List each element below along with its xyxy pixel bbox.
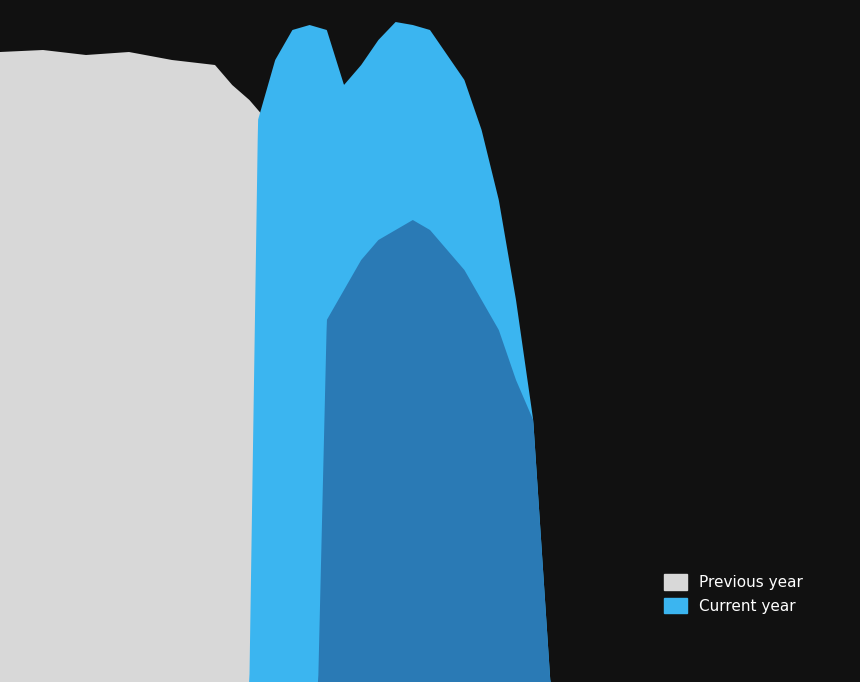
- Legend: Previous year, Current year: Previous year, Current year: [658, 568, 809, 620]
